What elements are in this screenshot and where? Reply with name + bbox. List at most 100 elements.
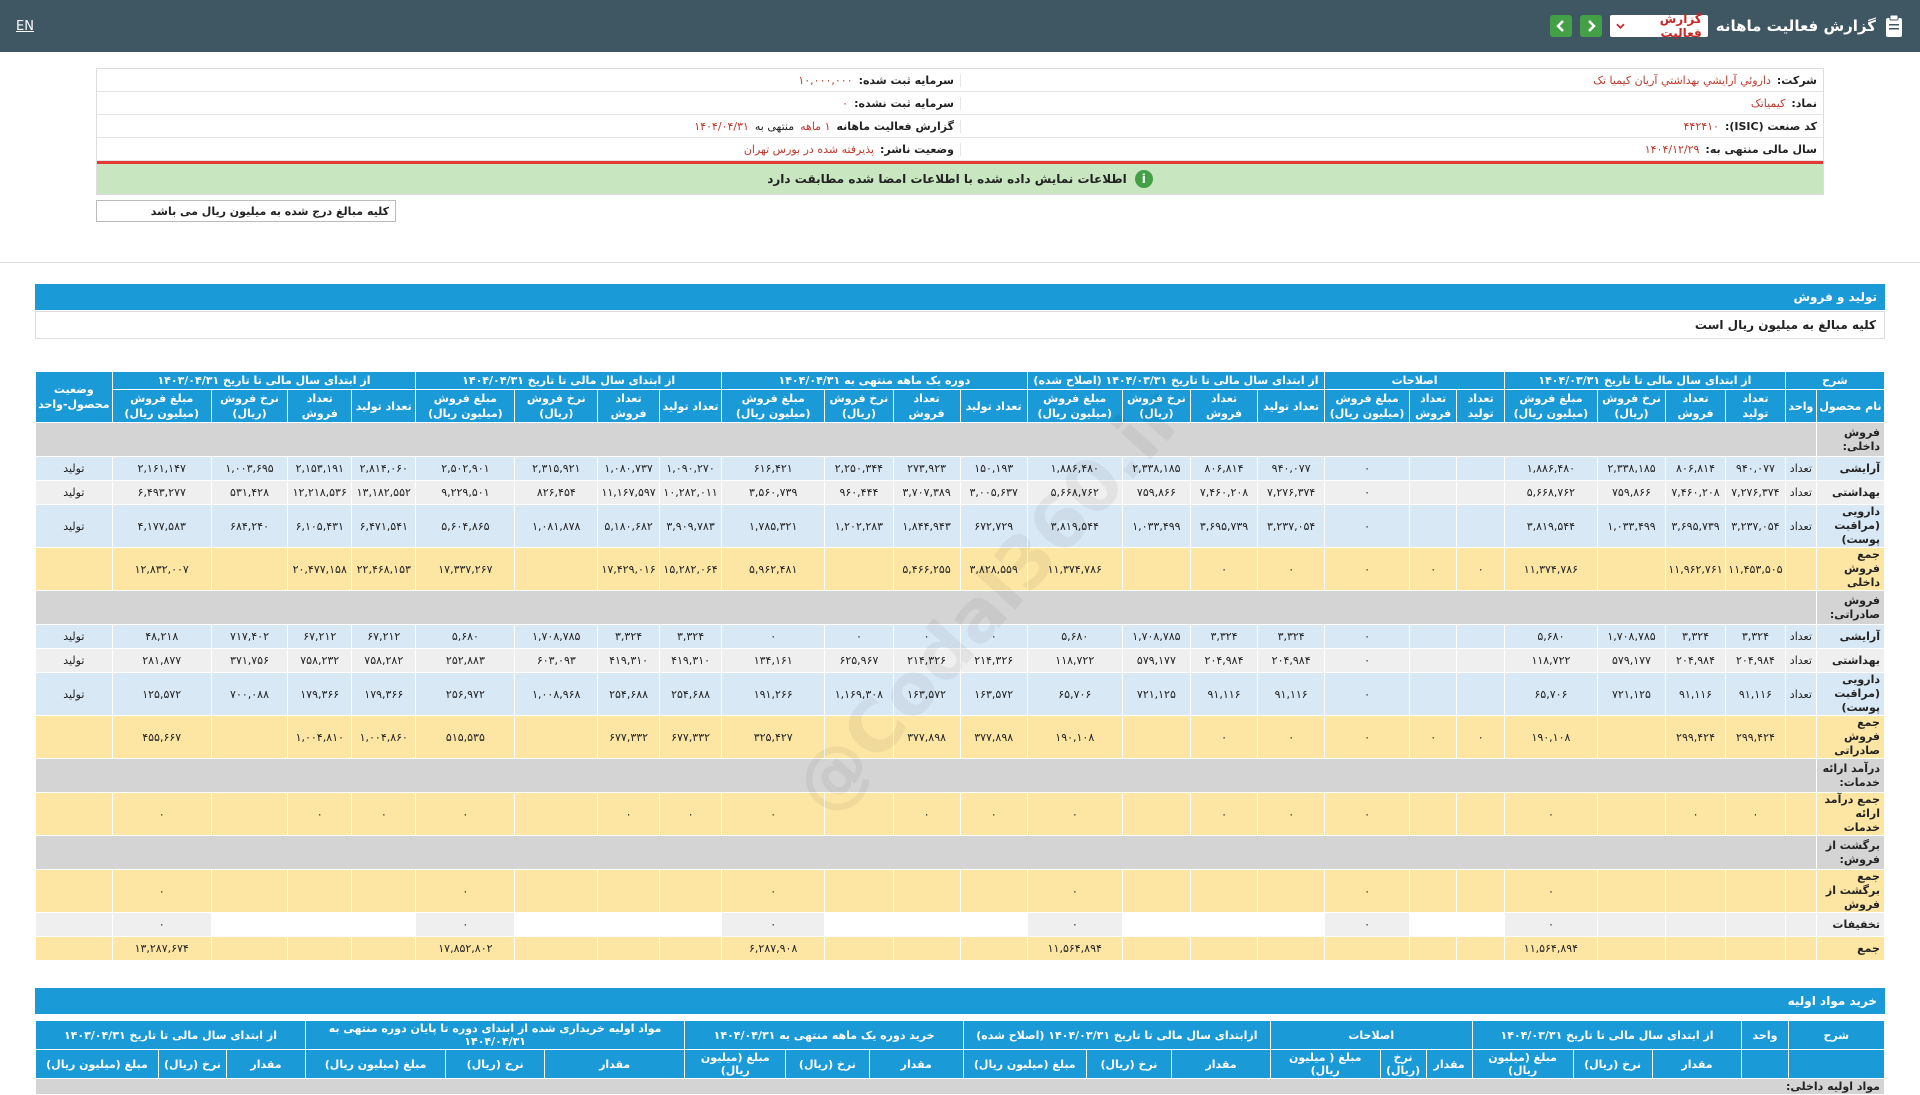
value-cell: ۲۰۴,۹۸۴ [1665, 648, 1726, 673]
status-cell [35, 715, 113, 759]
section-row-label: درآمد ارائه خدمات: [1815, 758, 1886, 793]
value-cell [1456, 648, 1505, 673]
value-cell [1408, 648, 1458, 673]
value-cell: ۶,۴۷۱,۵۴۱ [351, 504, 417, 548]
mat-col-empty [1741, 1049, 1789, 1079]
col-sales-qty: تعداد فروش [597, 389, 661, 423]
value-cell [1257, 869, 1326, 913]
value-cell [1324, 936, 1410, 961]
value-cell: ۲,۱۵۳,۱۹۱ [287, 456, 353, 481]
unit-cell [1784, 912, 1817, 937]
value-cell: ۵,۶۶۸,۷۶۲ [1026, 480, 1123, 505]
value-cell: ۱۲۵,۵۷۲ [111, 672, 212, 716]
value-cell: ۵۷۹,۱۷۷ [1121, 648, 1191, 673]
value-cell: ۴۸,۲۱۸ [111, 624, 212, 649]
value-cell [1408, 672, 1458, 716]
value-cell: ۴۱۹,۳۱۰ [659, 648, 723, 673]
col-group-corrections: اصلاحات [1324, 371, 1505, 390]
value-cell: ۳,۲۳۷,۰۵۴ [1257, 504, 1326, 548]
table-row: فروش صادراتی: [35, 590, 1886, 625]
value-cell: ۱۹۱,۲۶۶ [721, 672, 826, 716]
unit-cell: تعداد [1784, 480, 1817, 505]
unit-cell: تعداد [1784, 672, 1817, 716]
value-cell: ۵,۶۸۰ [415, 624, 516, 649]
mat-col-rate: نرخ (ریال) [785, 1049, 870, 1079]
value-cell: ۱,۸۸۶,۴۸۰ [1503, 456, 1598, 481]
status-cell: تولید [35, 624, 113, 649]
next-button[interactable] [1579, 15, 1602, 37]
value-cell [351, 936, 417, 961]
col-amount: مبلغ فروش (میلیون ریال) [415, 389, 516, 423]
value-cell: ۴۵۵,۶۶۷ [111, 715, 212, 759]
col-prod-qty: تعداد تولید [959, 389, 1028, 423]
unreg-capital-label: سرمایه ثبت نشده: [854, 96, 954, 110]
value-cell [824, 715, 894, 759]
value-cell: ۳,۶۹۵,۷۳۹ [1665, 504, 1726, 548]
value-cell: ۶,۱۰۵,۴۳۱ [287, 504, 353, 548]
value-cell [1596, 869, 1667, 913]
value-cell: ۰ [721, 869, 826, 913]
value-cell: ۱۱,۳۷۴,۷۸۶ [1503, 547, 1598, 591]
mat-col-qty: مقدار [1425, 1049, 1473, 1079]
value-cell: ۳,۵۶۰,۷۳۹ [721, 480, 826, 505]
report-label: گزارش فعالیت ماهانه [836, 119, 955, 133]
value-cell: ۲۵۶,۹۷۲ [415, 672, 516, 716]
value-cell: ۶۱۶,۴۲۱ [721, 456, 826, 481]
value-cell [892, 936, 961, 961]
value-cell [1456, 456, 1505, 481]
table-row: آرایشی تعداد ۹۴۰,۰۷۷ ۸۰۶,۸۱۴ ۲,۳۳۸,۱۸۵ ۱,۸۸۶,… [35, 456, 1886, 481]
value-cell: ۹,۲۲۹,۵۰۱ [415, 480, 516, 505]
symbol-label: نماد: [1791, 96, 1817, 110]
status-cell: تولید [35, 456, 113, 481]
verified-text: اطلاعات نمایش داده شده با اطلاعات امضا ش… [767, 172, 1127, 186]
unit-cell [1784, 715, 1817, 759]
value-cell: ۰ [1189, 547, 1259, 591]
value-cell: ۱۷,۴۲۹,۰۱۶ [597, 547, 661, 591]
col-sales-qty: تعداد فروش [892, 389, 961, 423]
value-cell: ۳,۲۳۷,۰۵۴ [1724, 504, 1786, 548]
value-cell: ۱۲,۲۱۸,۵۳۶ [287, 480, 353, 505]
value-cell [1456, 624, 1505, 649]
value-cell [210, 715, 289, 759]
value-cell [1665, 912, 1726, 937]
unit-cell: تعداد [1784, 456, 1817, 481]
value-cell: ۷,۴۶۰,۲۰۸ [1665, 480, 1726, 505]
value-cell: ۶۵,۷۰۶ [1503, 672, 1598, 716]
value-cell [351, 912, 417, 937]
value-cell [514, 936, 599, 961]
value-cell [892, 912, 961, 937]
value-cell: ۷۰۰,۰۸۸ [210, 672, 289, 716]
value-cell [1408, 936, 1458, 961]
value-cell [1456, 504, 1505, 548]
value-cell: ۰ [892, 624, 961, 649]
value-cell [1189, 869, 1259, 913]
mat-col-group-ytd-1403: از ابتدای سال مالی تا تاریخ ۱۴۰۳/۰۴/۳۱ [35, 1020, 306, 1050]
status-label: وضعیت ناشر: [880, 142, 954, 156]
value-cell: ۹۱,۱۱۶ [1665, 672, 1726, 716]
value-cell [597, 912, 661, 937]
value-cell [210, 869, 289, 913]
production-section-header: تولید و فروش [35, 284, 1885, 310]
value-cell: ۰ [415, 869, 516, 913]
value-cell: ۰ [111, 912, 212, 937]
language-switch[interactable]: EN [16, 18, 34, 34]
value-cell: ۲,۳۱۵,۹۲۱ [514, 456, 599, 481]
value-cell: ۳,۸۱۹,۵۴۴ [1026, 504, 1123, 548]
value-cell: ۹۴۰,۰۷۷ [1724, 456, 1786, 481]
mat-col-group-month: خرید دوره یک ماهه منتهی به ۱۴۰۴/۰۴/۳۱ [684, 1020, 964, 1050]
value-cell: ۰ [1026, 912, 1123, 937]
previous-button[interactable] [1549, 15, 1572, 37]
value-cell: ۱۱,۵۶۴,۸۹۴ [1503, 936, 1598, 961]
company-label: شرکت: [1776, 73, 1817, 87]
value-cell [1665, 869, 1726, 913]
report-type-select[interactable]: گزارش فعالیت [1609, 12, 1708, 40]
value-cell: ۱۳,۲۸۷,۶۷۴ [111, 936, 212, 961]
value-cell: ۱,۸۸۶,۴۸۰ [1026, 456, 1123, 481]
chevron-left-icon [1556, 20, 1564, 32]
value-cell [1408, 912, 1458, 937]
value-cell: ۹۱,۱۱۶ [1189, 672, 1259, 716]
value-cell: ۱۱,۴۵۳,۵۰۵ [1724, 547, 1786, 591]
value-cell: ۱۷,۸۵۲,۸۰۲ [415, 936, 516, 961]
value-cell: ۷۲۱,۱۲۵ [1596, 672, 1667, 716]
col-prod-qty: تعداد تولید [659, 389, 723, 423]
